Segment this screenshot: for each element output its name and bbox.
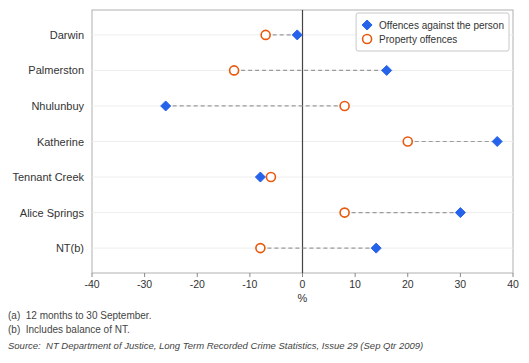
data-point: [371, 243, 381, 253]
connector: [234, 70, 387, 71]
row-guide: [92, 105, 513, 106]
data-point: [230, 66, 239, 75]
tick-label: -30: [137, 278, 152, 290]
tick-mark: [302, 273, 303, 277]
tick-mark: [197, 273, 198, 277]
data-point: [255, 172, 265, 182]
legend-frame: [356, 13, 509, 51]
marks: [161, 30, 503, 253]
legend-marker: [362, 20, 372, 30]
row-guide: [92, 248, 513, 249]
tick-label: 30: [455, 278, 467, 290]
plot-frame: [92, 10, 513, 273]
x-axis-label: %: [298, 292, 308, 304]
data-point: [340, 101, 349, 110]
category-label: NT(b): [56, 242, 84, 254]
category-label: Palmerston: [28, 64, 84, 76]
data-point: [261, 30, 270, 39]
data-point: [492, 137, 502, 147]
category-label: Tennant Creek: [12, 171, 84, 183]
tick-mark: [92, 273, 93, 277]
connector: [260, 248, 376, 249]
tick-mark: [460, 273, 461, 277]
tick-mark: [407, 273, 408, 277]
background: [0, 0, 529, 363]
tick-label: -10: [242, 278, 257, 290]
tick-label: -40: [84, 278, 99, 290]
tick-mark: [249, 273, 250, 277]
tick-label: 0: [300, 278, 306, 290]
data-point: [292, 30, 302, 40]
category-label: Katherine: [37, 136, 84, 148]
tick-label: -20: [190, 278, 205, 290]
category-label: Darwin: [50, 29, 84, 41]
tick-mark: [144, 273, 145, 277]
data-point: [340, 208, 349, 217]
data-point: [382, 65, 392, 75]
tick-mark: [513, 273, 514, 277]
chart: Darwin Palmerston Nhulunbuy Katherine Tennan…: [0, 0, 529, 363]
tick-label: 10: [349, 278, 361, 290]
annotation: Source: NT Department of Justice, Long T…: [8, 340, 423, 351]
data-point: [403, 137, 412, 146]
zero-line: [302, 10, 303, 273]
data-point: [256, 244, 265, 253]
connector: [166, 105, 345, 106]
legend-label: Property offences: [379, 34, 457, 45]
legend: Offences against the person Property offe…: [356, 13, 509, 51]
legend-marker: [363, 35, 372, 44]
annotation: (b) Includes balance of NT.: [8, 324, 130, 335]
connector: [345, 212, 461, 213]
tick-label: 20: [402, 278, 414, 290]
tick-mark: [355, 273, 356, 277]
data-point: [266, 173, 275, 182]
tick-label: 40: [507, 278, 519, 290]
category-label: Alice Springs: [20, 207, 85, 219]
legend-label: Offences against the person: [379, 20, 504, 31]
connector: [408, 141, 497, 142]
data-point: [161, 101, 171, 111]
annotation: (a) 12 months to 30 September.: [8, 310, 151, 321]
category-label: Nhulunbuy: [31, 100, 84, 112]
data-point: [455, 208, 465, 218]
